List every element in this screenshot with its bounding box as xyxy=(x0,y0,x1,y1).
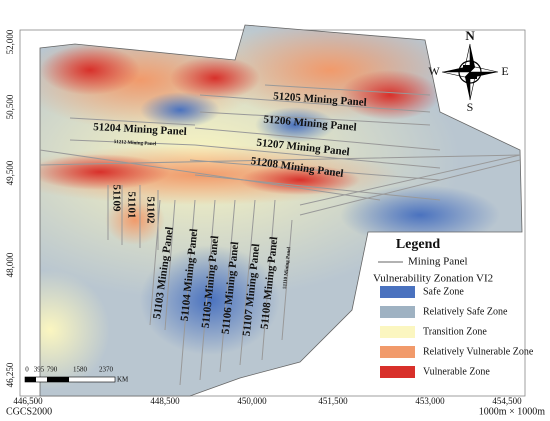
legend-label: Transition Zone xyxy=(423,326,487,337)
x-label: 446,500 xyxy=(13,396,43,406)
legend-label: Safe Zone xyxy=(423,286,464,297)
legend-line-label: Mining Panel xyxy=(408,256,468,268)
x-label: 454,500 xyxy=(492,396,522,406)
x-label: 450,000 xyxy=(237,396,267,406)
mine-boundary xyxy=(39,24,523,397)
compass-s: S xyxy=(467,100,474,114)
compass-e: E xyxy=(501,64,508,78)
legend-label: Vulnerable Zone xyxy=(423,366,490,377)
y-label: 50,500 xyxy=(5,94,15,119)
panel-label: 51109 xyxy=(110,185,122,212)
x-label: 451,500 xyxy=(318,396,348,406)
panel-label: 51110 Mining Panel xyxy=(283,246,292,289)
panel-label: 51102 xyxy=(144,197,156,224)
scale-tick: 790 xyxy=(47,366,58,374)
compass-w: W xyxy=(428,64,440,78)
panel-label: 51101 xyxy=(125,192,137,219)
scale-tick: 2370 xyxy=(99,366,114,374)
vulnerability-surface xyxy=(40,25,522,396)
crs: CGCS2000 xyxy=(6,406,52,417)
legend: Legend Mining Panel Vulnerability Zonati… xyxy=(373,237,534,378)
compass-n: N xyxy=(465,28,475,43)
x-label: 448,500 xyxy=(150,396,180,406)
legend-swatch xyxy=(380,346,415,358)
legend-subtitle: Vulnerability Zonation VI2 xyxy=(373,273,493,285)
legend-swatch xyxy=(380,366,415,378)
scale-bar: 0 395 790 1580 2370 KM xyxy=(24,366,129,384)
y-label: 48,000 xyxy=(5,252,15,277)
legend-title: Legend xyxy=(396,237,441,252)
x-label: 453,000 xyxy=(415,396,445,406)
panel-label: 51212 Mining Panel xyxy=(114,140,157,147)
y-label: 46,250 xyxy=(5,362,15,387)
legend-swatch xyxy=(380,286,415,298)
panel-label: 51204 Mining Panel xyxy=(93,121,187,138)
y-label: 49,500 xyxy=(5,160,15,185)
scale-tick: 1580 xyxy=(73,366,88,374)
legend-label: Relatively Safe Zone xyxy=(423,306,508,317)
axis-labels: 446,500 448,500 450,000 451,500 453,000 454,5… xyxy=(5,29,522,406)
panel-outlines xyxy=(39,84,521,386)
legend-label: Relatively Vulnerable Zone xyxy=(423,346,534,357)
compass: N S E W xyxy=(428,28,508,114)
grid-note: 1000m × 1000m xyxy=(479,406,545,417)
legend-swatch xyxy=(380,306,415,318)
y-label: 52,000 xyxy=(5,29,15,54)
scale-tick: 0 xyxy=(25,366,29,374)
legend-swatch xyxy=(380,326,415,338)
scale-unit: KM xyxy=(117,376,129,384)
scale-tick: 395 xyxy=(34,366,45,374)
